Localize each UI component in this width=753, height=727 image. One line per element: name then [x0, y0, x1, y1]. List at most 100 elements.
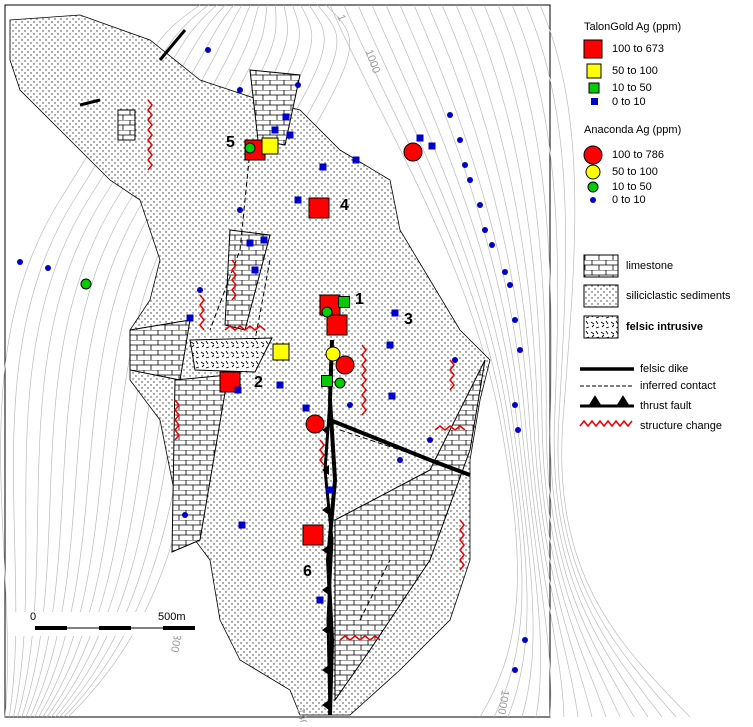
felsic-intrusive-unit	[189, 337, 273, 373]
structure-change-line	[231, 259, 237, 301]
legend-label: 10 to 50	[612, 181, 652, 193]
sample-square	[238, 521, 246, 529]
sample-circle	[515, 427, 521, 433]
thrust-tooth	[322, 545, 329, 555]
scale-bar-segment	[35, 626, 67, 630]
legend-label: 50 to 100	[612, 166, 658, 178]
sample-square	[302, 524, 324, 546]
legend-symbol	[591, 98, 598, 105]
structure-change-line	[174, 399, 180, 441]
sample-square	[388, 392, 396, 400]
structure-change-line	[319, 439, 325, 466]
legend-symbol	[583, 145, 603, 165]
legend-label: 10 to 50	[612, 82, 652, 94]
sample-square	[261, 137, 279, 155]
legend-symbol	[583, 39, 603, 59]
contour	[343, 4, 523, 718]
sample-circle	[507, 282, 513, 288]
structure-change-line	[459, 519, 465, 571]
structure-change-line	[224, 325, 266, 331]
legend-symbol	[585, 164, 601, 180]
thrust-tooth	[322, 625, 329, 635]
scale-bar-label: 500m	[158, 611, 186, 623]
sample-circle	[489, 242, 495, 248]
inferred-contact	[209, 149, 461, 621]
structure-change-line	[147, 99, 153, 171]
contour	[483, 4, 635, 718]
thrust-line	[323, 399, 334, 716]
contour	[25, 4, 243, 718]
sample-circle	[244, 142, 256, 154]
contour	[525, 4, 677, 718]
legend-label: structure change	[640, 420, 722, 432]
thrust-fault	[322, 399, 334, 716]
thrust-tooth	[322, 505, 329, 515]
structure-change-line	[339, 635, 381, 641]
contour-label: 1000	[495, 689, 511, 715]
sample-circle	[447, 112, 453, 118]
sample-circle	[512, 667, 518, 673]
sample-square	[282, 113, 290, 121]
contour	[13, 4, 218, 718]
contour-label: 140	[294, 707, 309, 722]
sample-square	[271, 126, 279, 134]
contour	[371, 4, 534, 718]
legend-symbol	[587, 181, 599, 193]
sample-square	[386, 341, 394, 349]
site-label: 5	[226, 134, 235, 151]
sample-circle	[502, 269, 508, 275]
legend-label: 100 to 673	[612, 43, 664, 55]
site-label: 2	[254, 374, 263, 391]
contour	[441, 4, 593, 718]
sample-circle	[347, 402, 353, 408]
contour	[497, 4, 649, 718]
sample-circle	[295, 82, 301, 88]
samples	[17, 47, 528, 673]
sample-circle	[397, 457, 403, 463]
contour	[38, 4, 268, 718]
sample-square	[246, 239, 254, 247]
sample-square	[260, 236, 268, 244]
contour	[29, 4, 251, 718]
sample-circle	[457, 137, 463, 143]
contour	[385, 4, 542, 718]
contour-label: 1	[334, 13, 347, 23]
legend-swatch	[583, 254, 619, 278]
legend-symbol	[588, 82, 600, 94]
legend-swatch	[583, 315, 619, 339]
structure-change-line	[434, 425, 466, 431]
sample-circle	[80, 278, 92, 290]
site-label: 4	[340, 197, 349, 214]
scale-bar-segment	[163, 626, 195, 630]
scale-bar-segment	[99, 626, 131, 630]
site-label: 6	[303, 563, 312, 580]
sample-square	[321, 375, 333, 387]
sample-circle	[325, 346, 341, 362]
legend-label: 0 to 10	[612, 194, 646, 206]
legend-swatch	[583, 284, 619, 308]
thrust-tooth	[322, 700, 329, 710]
sample-square	[326, 314, 348, 336]
legend-line	[580, 395, 634, 408]
sample-circle	[182, 512, 188, 518]
sample-square	[316, 596, 324, 604]
sample-circle	[237, 87, 243, 93]
sample-square	[234, 386, 242, 394]
legend-label: felsic dike	[640, 363, 688, 375]
sample-circle	[452, 357, 458, 363]
sample-circle	[45, 265, 51, 271]
sample-circle	[321, 306, 333, 318]
legend-line	[579, 419, 633, 428]
thrust-tooth	[322, 585, 329, 595]
sample-square	[186, 314, 194, 322]
contour	[427, 4, 579, 718]
thrust-tooth	[322, 665, 329, 675]
sample-circle	[305, 414, 325, 434]
sample-square	[302, 404, 310, 412]
sample-circle	[477, 202, 483, 208]
structure-change-line	[449, 359, 455, 391]
legend-label: 100 to 786	[612, 149, 664, 161]
sample-circle	[403, 142, 423, 162]
contour	[399, 4, 552, 718]
